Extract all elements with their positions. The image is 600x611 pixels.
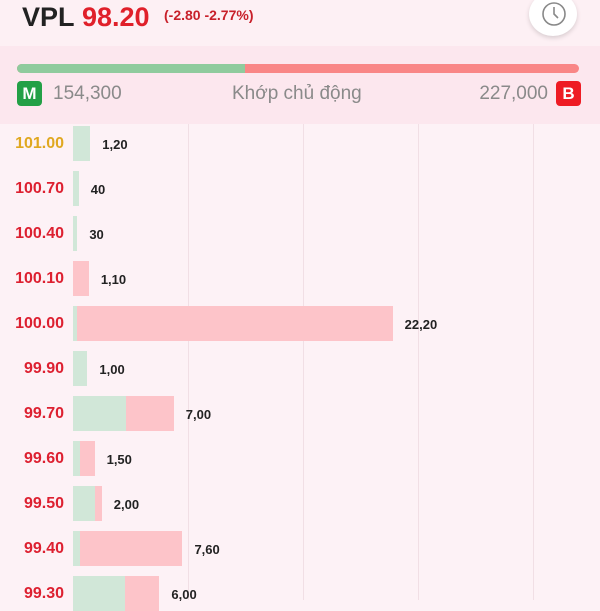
buy-volume-bar [73, 441, 81, 476]
clock-icon [542, 2, 566, 26]
sell-volume-bar [94, 486, 102, 521]
row-price: 99.70 [23, 405, 64, 422]
buy-volume-bar [73, 306, 78, 341]
row-volume: 6,00 [171, 587, 197, 602]
ladder-row[interactable]: 99.30 6,00 [0, 576, 600, 611]
ladder-row[interactable]: 99.70 7,00 [0, 396, 600, 431]
ladder-row[interactable]: 100.70 40 [0, 171, 600, 206]
row-price: 100.70 [15, 180, 64, 197]
buy-volume-bar [73, 351, 88, 386]
sell-volume-bar [124, 576, 160, 611]
ladder-row[interactable]: 100.00 22,20 [0, 306, 600, 341]
sell-volume-bar [77, 306, 393, 341]
buy-sell-ratio-bar [17, 64, 579, 73]
row-volume: 1,10 [100, 272, 127, 287]
header: VPL 98.20 (-2.80 -2.77%) [0, 0, 600, 46]
buy-volume: 154,300 [53, 83, 122, 104]
sell-badge: B [556, 81, 581, 106]
row-price: 99.90 [23, 360, 64, 377]
sell-volume-bar [126, 396, 174, 431]
row-volume: 7,60 [194, 542, 220, 557]
sell-volume-bar [73, 261, 89, 296]
row-price: 99.40 [23, 540, 64, 557]
buy-volume-bar [73, 486, 95, 521]
symbol: VPL [22, 2, 75, 32]
buy-badge: M [17, 81, 42, 106]
buy-volume-bar [73, 396, 127, 431]
row-price: 100.00 [15, 315, 64, 332]
row-volume: 40 [90, 182, 106, 197]
row-price: 100.10 [15, 270, 64, 287]
ladder-row[interactable]: 99.90 1,00 [0, 351, 600, 386]
matched-summary: M 154,300 Khớp chủ động 227,000 B [0, 46, 600, 124]
row-price: 99.30 [23, 585, 64, 602]
ladder-row[interactable]: 100.40 30 [0, 216, 600, 251]
ladder-row[interactable]: 101.00 1,20 [0, 126, 600, 161]
sell-volume-bar [80, 531, 183, 566]
row-price: 101.00 [15, 135, 64, 152]
row-price: 100.40 [15, 225, 64, 242]
buy-volume-bar [73, 576, 125, 611]
buy-volume-bar [73, 171, 79, 206]
grid-line [418, 124, 419, 600]
row-volume: 22,20 [404, 317, 438, 332]
row-volume: 30 [89, 227, 104, 242]
row-volume: 1,20 [102, 137, 128, 152]
ladder-row[interactable]: 99.40 7,60 [0, 531, 600, 566]
grid-line [188, 124, 189, 600]
row-volume: 7,00 [185, 407, 212, 422]
ladder-row[interactable]: 99.60 1,50 [0, 441, 600, 476]
ladder-row[interactable]: 99.50 2,00 [0, 486, 600, 521]
grid-line [533, 124, 534, 600]
price-change: (-2.80 -2.77%) [164, 7, 254, 23]
row-price: 99.60 [23, 450, 64, 467]
last-price: 98.20 [82, 2, 150, 32]
history-button[interactable] [529, 0, 577, 36]
sell-volume-bar [80, 441, 95, 476]
row-volume: 2,00 [113, 497, 140, 512]
row-volume: 1,50 [106, 452, 132, 467]
buy-volume-bar [73, 216, 78, 251]
buy-volume-bar [73, 126, 91, 161]
grid-line [303, 124, 304, 600]
row-volume: 1,00 [99, 362, 125, 377]
ladder-row[interactable]: 100.10 1,10 [0, 261, 600, 296]
sell-volume: 227,000 [479, 83, 548, 104]
price-volume-ladder: 101.00 1,20 100.70 40 100.40 30 100.10 1,10 100.… [0, 124, 600, 611]
buy-ratio-fill [17, 64, 245, 73]
row-price: 99.50 [23, 495, 64, 512]
summary-label: Khớp chủ động [232, 83, 362, 104]
buy-volume-bar [73, 531, 81, 566]
